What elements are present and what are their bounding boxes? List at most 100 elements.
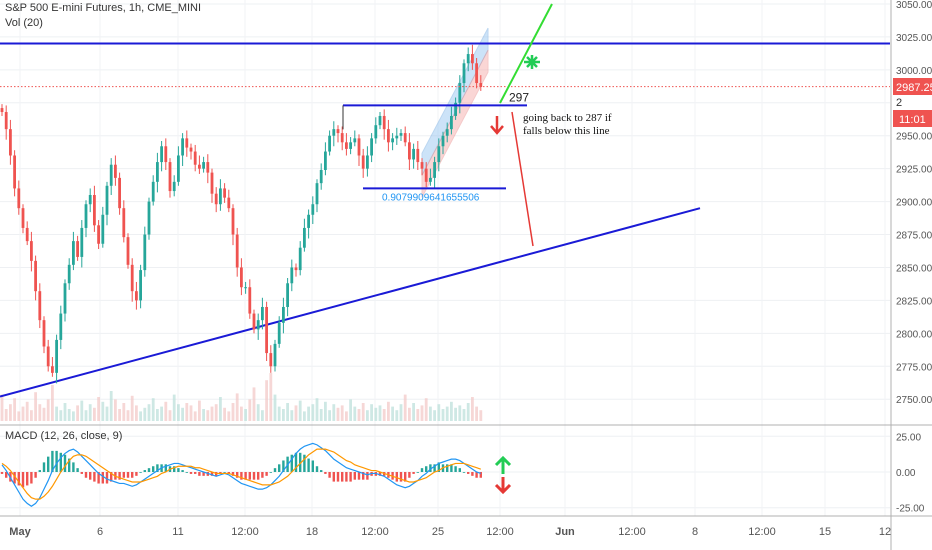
candle-body [361, 155, 365, 169]
time-tick-label: 12:00 [618, 526, 646, 538]
level-297-label: 297 [509, 90, 529, 104]
down-arrow-icon [490, 116, 504, 135]
price-tick-label: 2950.00 [896, 132, 932, 143]
price-tick-label: 2800.00 [896, 329, 932, 340]
macd-histogram-bar [5, 472, 8, 478]
price-axis[interactable]: 3050.003025.003000.002975.002950.002925.… [896, 0, 932, 406]
candle-body [324, 151, 327, 170]
volume-bar [458, 405, 462, 421]
candle-body [42, 320, 46, 347]
candle-body [63, 283, 67, 314]
volume-bar [248, 399, 252, 421]
candle-body [135, 291, 138, 301]
price-tick-label: 3000.00 [896, 66, 932, 77]
volume-bar [189, 405, 193, 421]
volume-bar [168, 410, 172, 421]
candle-body [378, 115, 382, 126]
volume-bar [76, 405, 79, 421]
projection-line-down[interactable] [511, 111, 534, 247]
macd-histogram-bar [59, 452, 62, 472]
volume-bar [307, 406, 310, 421]
macd-histogram-bar [177, 468, 180, 472]
macd-histogram-bar [467, 472, 470, 474]
candle-body [433, 162, 436, 178]
macd-histogram-bar [454, 466, 457, 472]
candle-body [210, 172, 214, 194]
candle-body [147, 201, 151, 235]
candle-body [88, 195, 92, 205]
price-tick-label: 3050.00 [896, 0, 932, 11]
price-tick-label: 2925.00 [896, 165, 932, 176]
macd-histogram-bar [198, 472, 201, 476]
time-tick-label: 11 [172, 526, 183, 538]
candle-body [294, 267, 298, 271]
macd-histogram-bar [76, 468, 79, 472]
volume-bar [101, 401, 105, 421]
candle-body [370, 138, 373, 156]
volume-bar [156, 409, 159, 421]
volume-bar [399, 404, 403, 421]
volume-bar [202, 409, 205, 421]
macd-histogram-bar [420, 468, 424, 472]
projection-line-up[interactable] [499, 3, 553, 104]
macd-histogram-bar [332, 472, 335, 482]
macd-histogram-bar [311, 460, 314, 472]
volume-bar [273, 394, 277, 421]
candle-body [437, 146, 441, 163]
regression-channel-upper[interactable] [421, 27, 489, 176]
volume-bar [118, 409, 121, 421]
candle-body [441, 135, 445, 147]
macd-indicator-label[interactable]: MACD (12, 26, close, 9) [5, 430, 123, 442]
volume-bar [63, 403, 67, 421]
candle-body [450, 115, 453, 130]
note-line-2: falls below this line [523, 125, 610, 137]
macd-histogram-bar [437, 462, 440, 472]
volume-bar [164, 401, 168, 421]
candle-body [298, 247, 302, 271]
volume-bar [269, 373, 273, 421]
macd-histogram-bar [248, 472, 251, 480]
macd-histogram-bar [38, 470, 41, 472]
volume-bar [231, 403, 235, 421]
regression-channel-lower[interactable] [421, 49, 489, 198]
time-tick-label: 12:00 [231, 526, 259, 538]
macd-histogram-bar [131, 472, 134, 478]
macd-histogram-bar [210, 472, 214, 476]
price-tick-label: 2775.00 [896, 362, 932, 373]
candle-body [139, 270, 142, 301]
candle-body [399, 133, 403, 136]
volume-bar [311, 404, 315, 421]
time-axis[interactable]: May 6 11 12:00 18 12:00 25 12:00 Jun 12:00 8 12:00 1… [9, 526, 891, 538]
macd-histogram-bar [63, 454, 67, 472]
candle-body [466, 54, 470, 64]
macd-histogram-bar [362, 472, 365, 480]
volume-bar [13, 398, 16, 421]
candle-body [160, 146, 163, 163]
volume-bar [97, 397, 100, 421]
macd-histogram-bar [122, 472, 125, 478]
macd-histogram-bar [21, 472, 25, 488]
candle-body [408, 142, 411, 160]
note-line-1: going back to 287 if [523, 112, 612, 124]
volume-bar [437, 404, 441, 421]
candle-body [206, 162, 210, 173]
chart-title[interactable]: S&P 500 E-mini Futures, 1h, CME_MINI [5, 2, 202, 14]
volume-bar [67, 409, 71, 421]
macd-histogram-bar [34, 472, 37, 478]
volume-bar [412, 403, 415, 421]
support-trend-line[interactable] [0, 207, 701, 398]
candle-body [118, 177, 121, 209]
candle-body [177, 155, 180, 182]
candle-body [198, 164, 201, 169]
macd-histogram-bar [194, 472, 197, 474]
volume-indicator-label[interactable]: Vol (20) [5, 17, 43, 29]
macd-histogram-bar [173, 466, 176, 472]
macd-histogram-bar [93, 472, 96, 482]
candle-body [311, 204, 315, 215]
candle-body [479, 83, 483, 87]
price-tick-label: 2825.00 [896, 296, 932, 307]
macd-histogram-bar [416, 472, 419, 473]
macd-axis[interactable]: 25.00 0.00 -25.00 [896, 432, 925, 514]
macd-histogram-bar [328, 472, 331, 478]
